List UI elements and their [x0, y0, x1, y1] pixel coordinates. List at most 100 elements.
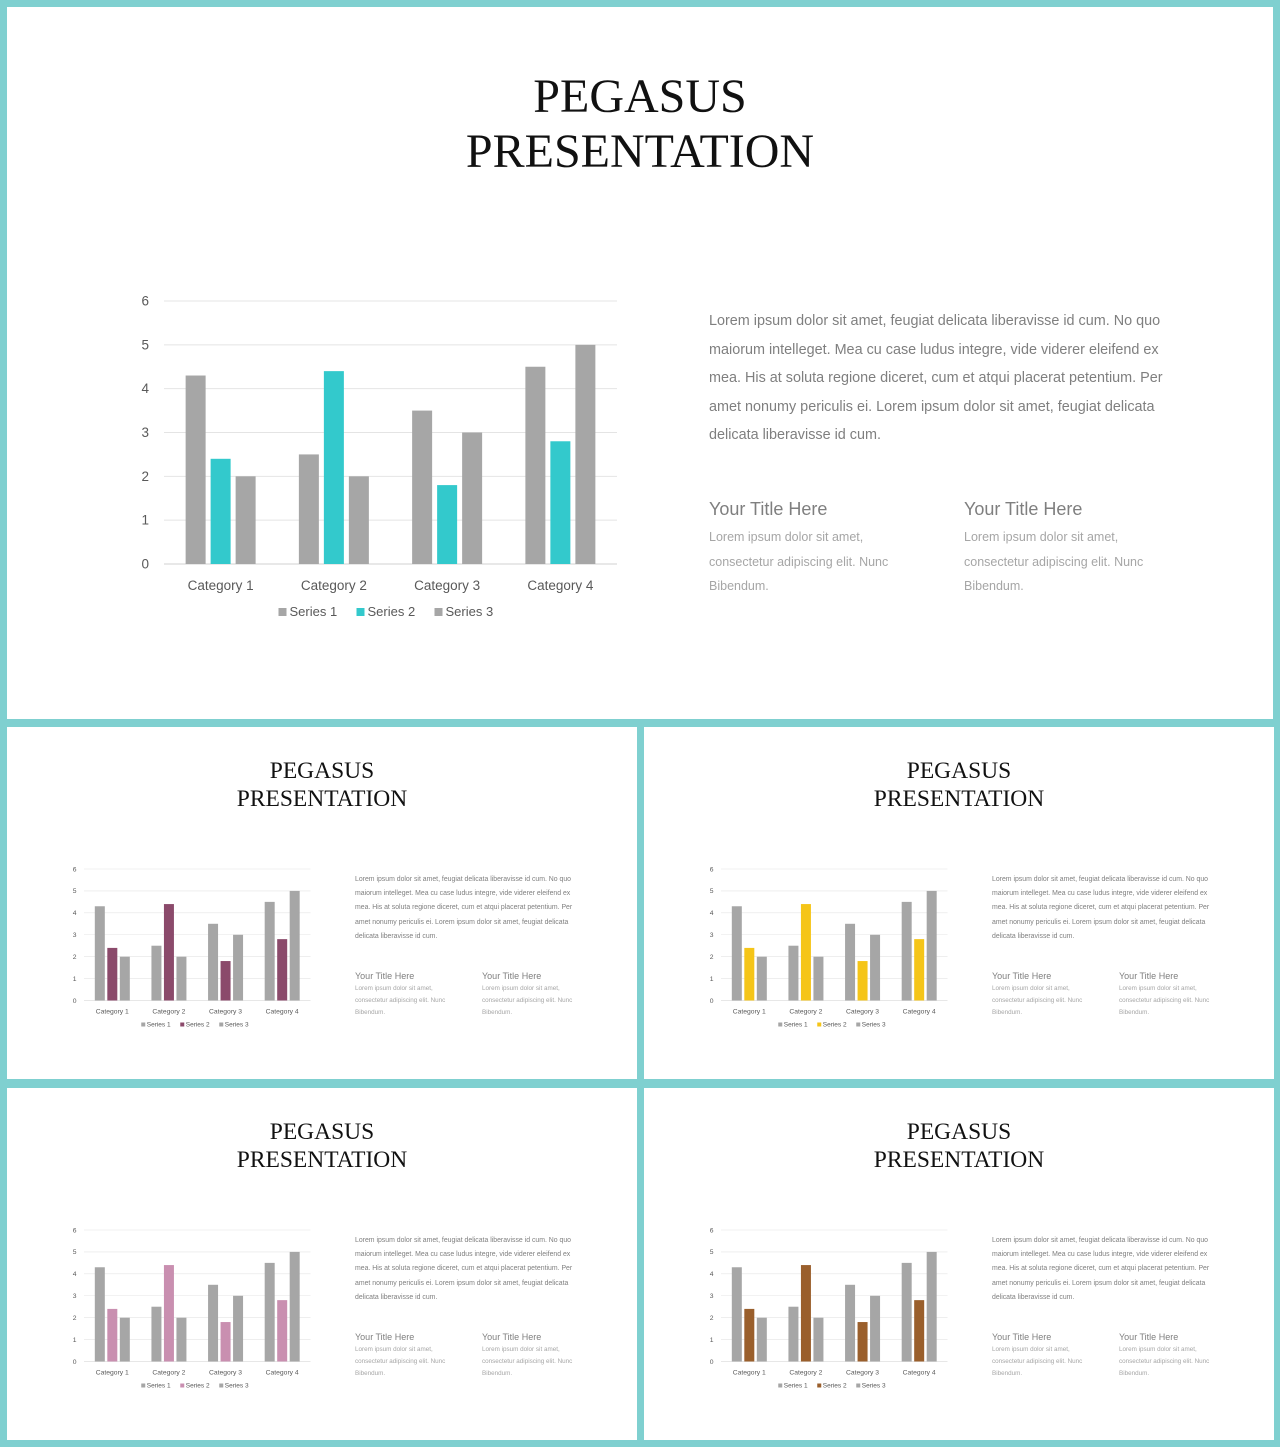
x-tick-label: Category 3 — [846, 1370, 879, 1377]
bar — [813, 956, 824, 1001]
slide-thumb-2: PEGASUS PRESENTATION 0 1 2 3 4 5 6 Category 1 Ca… — [644, 727, 1274, 1079]
column-2-title: Your Title Here — [482, 1332, 542, 1342]
legend-swatch — [219, 1022, 224, 1027]
bar — [744, 947, 755, 1001]
bar — [289, 890, 300, 1001]
slide-thumb-4: PEGASUS PRESENTATION 0 1 2 3 4 5 6 Category 1 Ca… — [644, 1088, 1274, 1440]
bar-chart: 0 1 2 3 4 5 6 Category 1 Category 2 Category 3 Cat… — [120, 287, 640, 632]
bar — [94, 1267, 105, 1362]
y-tick-label: 5 — [141, 337, 149, 352]
column-1-text: Lorem ipsum dolor sit amet, consectetur … — [992, 1346, 1083, 1378]
bar — [107, 1308, 118, 1362]
bar — [176, 956, 187, 1001]
bar — [94, 906, 105, 1001]
y-tick-label: 6 — [73, 866, 77, 873]
y-tick-label: 2 — [710, 1315, 714, 1322]
y-tick-label: 0 — [710, 1359, 714, 1366]
bar — [744, 1308, 755, 1362]
legend-swatch — [817, 1383, 822, 1388]
column-2-title: Your Title Here — [482, 971, 542, 981]
legend-label: Series 2 — [823, 1383, 847, 1390]
bar — [926, 890, 937, 1001]
y-tick-label: 6 — [710, 1227, 714, 1234]
x-tick-label: Category 3 — [846, 1009, 879, 1016]
y-tick-label: 6 — [73, 1227, 77, 1234]
bar — [233, 934, 244, 1001]
bar — [210, 458, 231, 564]
column-2-text: Lorem ipsum dolor sit amet, consectetur … — [482, 1346, 573, 1378]
legend-label: Series 3 — [862, 1022, 886, 1029]
title-line-2: PRESENTATION — [236, 786, 408, 813]
legend-label: Series 1 — [147, 1383, 171, 1390]
x-tick-label: Category 3 — [414, 578, 480, 593]
y-tick-label: 5 — [73, 888, 77, 895]
column-2-text: Lorem ipsum dolor sit amet, consectetur … — [482, 985, 573, 1017]
legend-swatch — [778, 1022, 783, 1027]
column-1-title: Your Title Here — [355, 1332, 415, 1342]
x-tick-label: Category 1 — [733, 1009, 766, 1016]
bar — [525, 366, 546, 564]
bar — [119, 956, 130, 1001]
bar — [119, 1317, 130, 1362]
legend-swatch — [356, 608, 365, 616]
bar — [289, 1251, 300, 1362]
x-tick-label: Category 4 — [903, 1009, 936, 1016]
bar — [220, 1322, 231, 1362]
bar — [800, 904, 811, 1001]
y-tick-label: 4 — [73, 910, 77, 917]
title-line-1: PEGASUS — [269, 1119, 375, 1145]
chart-svg: 0 1 2 3 4 5 6 Category 1 Category 2 Category 3 Cat… — [141, 294, 617, 619]
legend-label: Series 1 — [290, 604, 338, 619]
bar — [813, 1317, 824, 1362]
bar — [264, 1262, 275, 1362]
bar — [901, 901, 912, 1001]
legend-label: Series 3 — [446, 604, 494, 619]
column-1-text: Lorem ipsum dolor sit amet, consectetur … — [355, 1346, 446, 1378]
legend-swatch — [856, 1383, 861, 1388]
body-text: Lorem ipsum dolor sit amet, feugiat deli… — [992, 1237, 1210, 1301]
bar — [926, 1251, 937, 1362]
y-tick-label: 1 — [73, 1337, 77, 1344]
bar — [233, 1295, 244, 1362]
bar — [857, 1322, 868, 1362]
slide-title: PEGASUS PRESENTATION — [7, 69, 1273, 179]
legend-swatch — [434, 608, 443, 616]
bar — [845, 1284, 856, 1362]
bar — [235, 476, 256, 564]
slide-title: PEGASUS PRESENTATION — [644, 1118, 1274, 1174]
y-tick-label: 1 — [73, 976, 77, 983]
bar — [163, 1265, 174, 1362]
slide-main: PEGASUS PRESENTATION 0 1 2 3 4 5 6 Category 1 Ca… — [7, 7, 1273, 719]
column-1-title: Your Title Here — [992, 971, 1052, 981]
legend-swatch — [219, 1383, 224, 1388]
x-tick-label: Category 4 — [527, 578, 594, 593]
column-1-text: Lorem ipsum dolor sit amet, consectetur … — [992, 985, 1083, 1017]
chart-svg: 0 1 2 3 4 5 6 Category 1 Category 2 Category 3 Cat… — [73, 1227, 311, 1390]
bar — [462, 432, 483, 564]
bar — [788, 945, 799, 1001]
bar — [277, 939, 288, 1001]
title-line-2: PRESENTATION — [465, 125, 815, 179]
y-tick-label: 2 — [73, 954, 77, 961]
title-line-2: PRESENTATION — [873, 1147, 1045, 1174]
bar — [550, 441, 571, 564]
bar — [800, 1265, 811, 1362]
x-tick-label: Category 2 — [152, 1009, 185, 1016]
y-tick-label: 4 — [710, 1271, 714, 1278]
bar-chart: 0 1 2 3 4 5 6 Category 1 Category 2 Category 3 Cat… — [62, 862, 322, 1032]
x-tick-label: Category 2 — [789, 1009, 822, 1016]
legend-label: Series 2 — [823, 1022, 847, 1029]
legend-label: Series 2 — [186, 1022, 210, 1029]
y-tick-label: 3 — [141, 425, 149, 440]
bar — [107, 947, 118, 1001]
body-text: Lorem ipsum dolor sit amet, feugiat deli… — [355, 1237, 573, 1301]
bar — [575, 344, 596, 564]
body-text: Lorem ipsum dolor sit amet, feugiat deli… — [355, 876, 573, 940]
x-tick-label: Category 2 — [789, 1370, 822, 1377]
bar — [185, 375, 206, 564]
bar-chart: 0 1 2 3 4 5 6 Category 1 Category 2 Category 3 Cat… — [62, 1223, 322, 1393]
y-tick-label: 6 — [141, 294, 149, 309]
y-tick-label: 0 — [73, 1359, 77, 1366]
x-tick-label: Category 1 — [188, 578, 254, 593]
bar — [264, 901, 275, 1001]
